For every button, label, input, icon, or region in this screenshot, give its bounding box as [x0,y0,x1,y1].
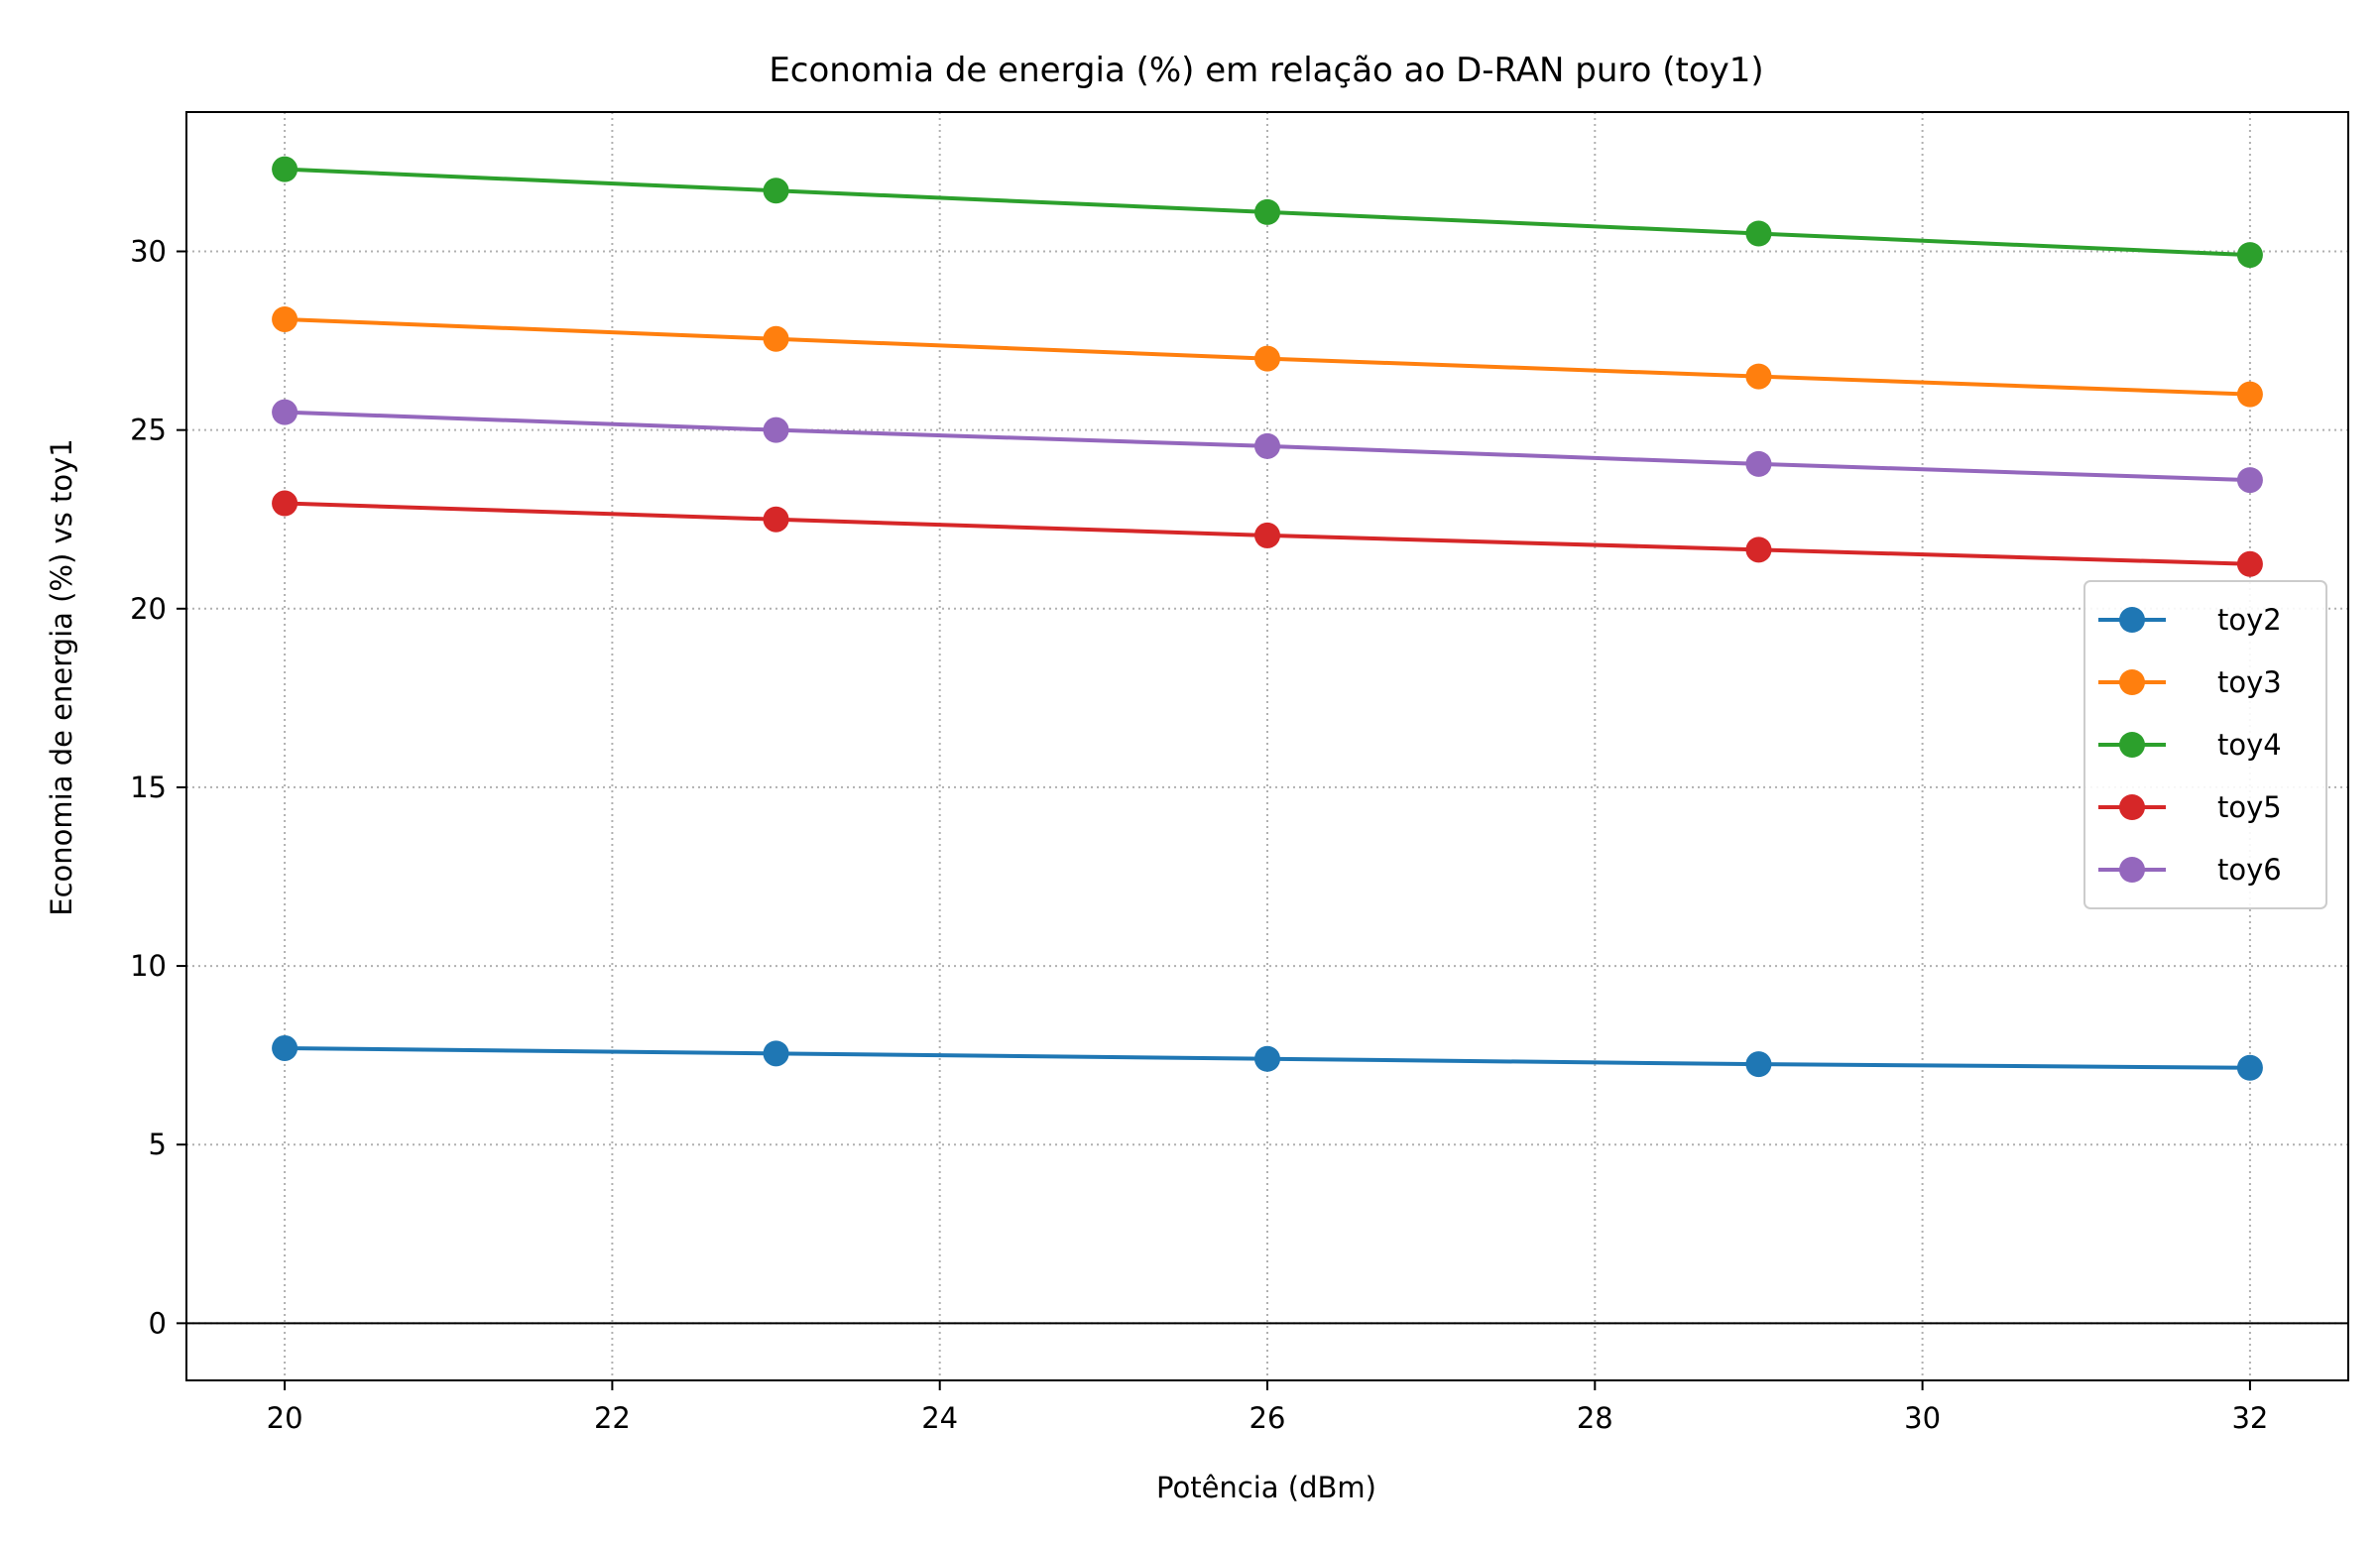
data-point [2236,381,2263,408]
data-point [1254,1045,1280,1072]
data-point [763,416,789,443]
tick-layer: 20 22 24 26 28 30 32 0 5 10 15 20 25 30 [130,235,2268,1435]
x-tick-label: 24 [921,1401,958,1435]
y-tick-label: 15 [130,771,167,804]
data-point [2236,1054,2263,1081]
legend-marker [2119,669,2145,695]
legend-box [2083,580,2327,909]
y-tick-label: 0 [149,1306,167,1340]
y-tick-label: 5 [149,1128,167,1161]
data-point [1254,522,1280,548]
legend-label: toy3 [2217,665,2282,699]
data-point [272,305,298,332]
x-tick-label: 20 [267,1401,303,1435]
data-point [2236,242,2263,269]
legend-marker [2119,857,2145,883]
legend-label: toy2 [2217,603,2282,637]
x-tick-label: 30 [1904,1401,1941,1435]
data-point [272,490,298,517]
legend-item-toy6: toy6 [2098,853,2282,887]
x-tick-label: 32 [2231,1401,2268,1435]
y-tick-label: 10 [130,949,167,983]
y-tick-label: 20 [130,592,167,626]
legend-label: toy5 [2217,790,2282,824]
x-tick-label: 22 [594,1401,631,1435]
data-point [2236,550,2263,577]
data-point [1745,536,1772,563]
legend-item-toy2: toy2 [2098,603,2282,637]
data-point [1254,345,1280,372]
legend-marker [2119,607,2145,633]
y-tick-label: 25 [130,414,167,447]
data-point [272,1034,298,1061]
data-point [272,156,298,182]
y-tick-label: 30 [130,235,167,269]
data-point [272,399,298,425]
data-point [1745,363,1772,390]
series-layer [272,156,2263,1081]
data-point [2236,467,2263,494]
legend-item-toy3: toy3 [2098,665,2282,699]
series-toy3 [272,305,2263,408]
data-point [1254,432,1280,459]
legend-item-toy5: toy5 [2098,790,2282,824]
series-toy6 [272,399,2263,494]
chart-title: Economia de energia (%) em relação ao D-… [769,51,1763,90]
legend-item-toy4: toy4 [2098,728,2282,762]
data-point [1745,1051,1772,1078]
data-point [763,1040,789,1067]
series-toy2 [272,1034,2263,1081]
x-axis-label: Potência (dBm) [1156,1471,1376,1504]
data-point [763,325,789,352]
data-point [763,506,789,533]
legend-marker [2119,732,2145,758]
data-point [1745,220,1772,247]
x-tick-label: 28 [1577,1401,1613,1435]
data-point [763,178,789,204]
y-axis-label: Economia de energia (%) vs toy1 [45,438,78,915]
data-point [1745,450,1772,477]
x-tick-label: 26 [1250,1401,1286,1435]
legend-marker [2119,794,2145,820]
data-point [1254,198,1280,225]
series-toy5 [272,490,2263,577]
series-toy4 [272,156,2263,269]
legend-label: toy6 [2217,853,2282,887]
legend: toy2 toy3 toy4 toy5 toy6 [2083,580,2327,909]
legend-label: toy4 [2217,728,2282,762]
